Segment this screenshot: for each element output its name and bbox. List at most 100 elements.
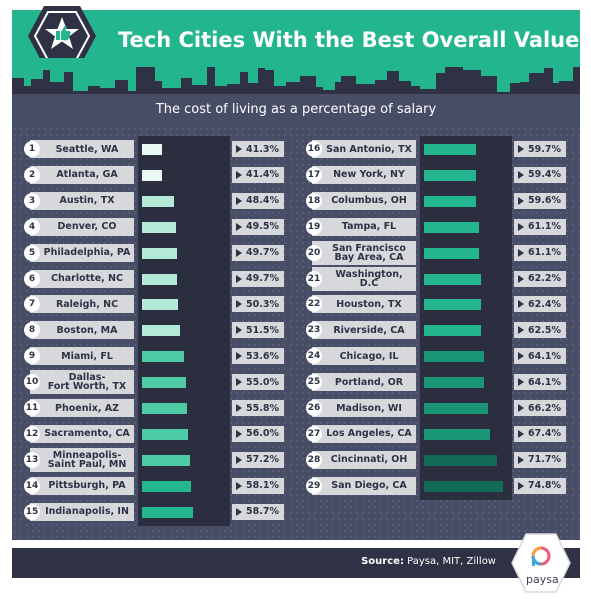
table-row: Charlotte, NC 6 49.7% xyxy=(24,269,304,288)
value-label: 61.1% xyxy=(514,244,566,261)
value-bar xyxy=(424,377,485,389)
value-label: 49.5% xyxy=(232,218,284,235)
value-label: 59.7% xyxy=(514,141,566,157)
value-label: 61.1% xyxy=(514,218,566,235)
value-bar xyxy=(142,195,175,207)
city-label: Seattle, WA xyxy=(30,140,134,158)
value-label: 58.1% xyxy=(232,477,284,494)
city-label: Philadelphia, PA xyxy=(30,243,134,262)
value-label: 41.4% xyxy=(232,166,284,183)
rank-badge: 17 xyxy=(306,166,322,183)
table-row: Tampa, FL 19 61.1% xyxy=(306,217,586,236)
value-label: 71.7% xyxy=(514,451,566,468)
rank-badge: 9 xyxy=(24,348,40,365)
city-label: New York, NY xyxy=(312,165,416,184)
footer-bar: Source: Paysa, MIT, Zillow xyxy=(12,548,580,578)
value-bar xyxy=(142,169,163,181)
rank-badge: 22 xyxy=(306,296,322,313)
city-label: Los Angeles, CA xyxy=(312,424,416,443)
rank-badge: 4 xyxy=(24,218,40,235)
paysa-logo-icon xyxy=(511,533,571,593)
value-bar xyxy=(424,221,479,233)
table-row: San Diego, CA 29 74.8% xyxy=(306,476,586,495)
rank-badge: 26 xyxy=(306,400,322,416)
table-row: Austin, TX 3 48.4% xyxy=(24,191,304,210)
table-row: Portland, OR 25 64.1% xyxy=(306,373,586,392)
value-label: 62.2% xyxy=(514,270,566,287)
rank-badge: 12 xyxy=(24,425,40,442)
rank-badge: 11 xyxy=(24,400,40,416)
table-row: Raleigh, NC 7 50.3% xyxy=(24,295,304,314)
rank-badge: 8 xyxy=(24,322,40,339)
city-label: Austin, TX xyxy=(30,191,134,210)
value-bar xyxy=(142,351,184,363)
city-label: Boston, MA xyxy=(30,321,134,340)
rank-badge: 16 xyxy=(306,141,322,157)
city-skyline-icon xyxy=(12,58,580,98)
value-label: 49.7% xyxy=(232,270,284,287)
value-bar xyxy=(424,325,482,337)
city-label: Tampa, FL xyxy=(312,217,416,236)
table-row: Phoenix, AZ 11 55.8% xyxy=(24,399,304,417)
city-label: Madison, WI xyxy=(312,399,416,417)
table-row: Riverside, CA 23 62.5% xyxy=(306,321,586,340)
table-row: Houston, TX 22 62.4% xyxy=(306,295,586,314)
value-bar xyxy=(424,144,477,155)
rank-badge: 7 xyxy=(24,296,40,313)
rank-badge: 15 xyxy=(24,503,40,520)
city-label: San Antonio, TX xyxy=(312,140,416,158)
value-label: 62.5% xyxy=(514,322,566,339)
city-label: Charlotte, NC xyxy=(30,269,134,288)
paysa-brand: paysa xyxy=(526,573,559,586)
rank-badge: 23 xyxy=(306,322,322,339)
city-label: Minneapolis- Saint Paul, MN xyxy=(30,447,134,472)
city-label: Chicago, IL xyxy=(312,347,416,366)
city-label: Miami, FL xyxy=(30,347,134,366)
value-bar xyxy=(424,480,503,492)
table-row: San Antonio, TX 16 59.7% xyxy=(306,140,586,158)
rank-badge: 14 xyxy=(24,477,40,494)
city-label: Indianapolis, IN xyxy=(30,502,134,521)
table-row: Pittsburgh, PA 14 58.1% xyxy=(24,476,304,495)
city-label: Pittsburgh, PA xyxy=(30,476,134,495)
table-row: Sacramento, CA 12 56.0% xyxy=(24,424,304,443)
value-label: 49.7% xyxy=(232,244,284,261)
value-label: 41.3% xyxy=(232,141,284,157)
table-row: Madison, WI 26 66.2% xyxy=(306,399,586,417)
value-label: 57.2% xyxy=(232,451,284,468)
city-label: Washington, D.C xyxy=(312,266,416,291)
value-bar xyxy=(424,273,481,285)
rank-badge: 20 xyxy=(306,244,322,261)
value-bar xyxy=(142,144,162,155)
city-label: Portland, OR xyxy=(312,373,416,392)
table-row: Atlanta, GA 2 41.4% xyxy=(24,165,304,184)
source-label: Source: xyxy=(361,556,404,567)
table-row: Indianapolis, IN 15 58.7% xyxy=(24,502,304,521)
value-label: 66.2% xyxy=(514,400,566,416)
value-bar xyxy=(142,480,192,492)
value-label: 62.4% xyxy=(514,296,566,313)
table-row: New York, NY 17 59.4% xyxy=(306,165,586,184)
value-label: 67.4% xyxy=(514,425,566,442)
city-label: Dallas- Fort Worth, TX xyxy=(30,370,134,395)
value-label: 50.3% xyxy=(232,296,284,313)
value-bar xyxy=(142,428,188,440)
value-label: 55.8% xyxy=(232,400,284,416)
city-label: Riverside, CA xyxy=(312,321,416,340)
rank-badge: 1 xyxy=(24,141,40,157)
source-text: Paysa, MIT, Zillow xyxy=(407,556,496,567)
table-row: Seattle, WA 1 41.3% xyxy=(24,140,304,158)
rank-badge: 25 xyxy=(306,374,322,391)
value-label: 51.5% xyxy=(232,322,284,339)
table-row: Cincinnati, OH 28 71.7% xyxy=(306,450,586,469)
value-bar xyxy=(142,299,178,311)
value-bar xyxy=(142,247,177,259)
value-bar xyxy=(142,221,177,233)
value-label: 56.0% xyxy=(232,425,284,442)
bar-track xyxy=(420,136,512,500)
value-bar xyxy=(424,454,498,466)
value-label: 74.8% xyxy=(514,477,566,494)
rank-badge: 18 xyxy=(306,192,322,209)
rank-badge: 6 xyxy=(24,270,40,287)
city-label: Raleigh, NC xyxy=(30,295,134,314)
